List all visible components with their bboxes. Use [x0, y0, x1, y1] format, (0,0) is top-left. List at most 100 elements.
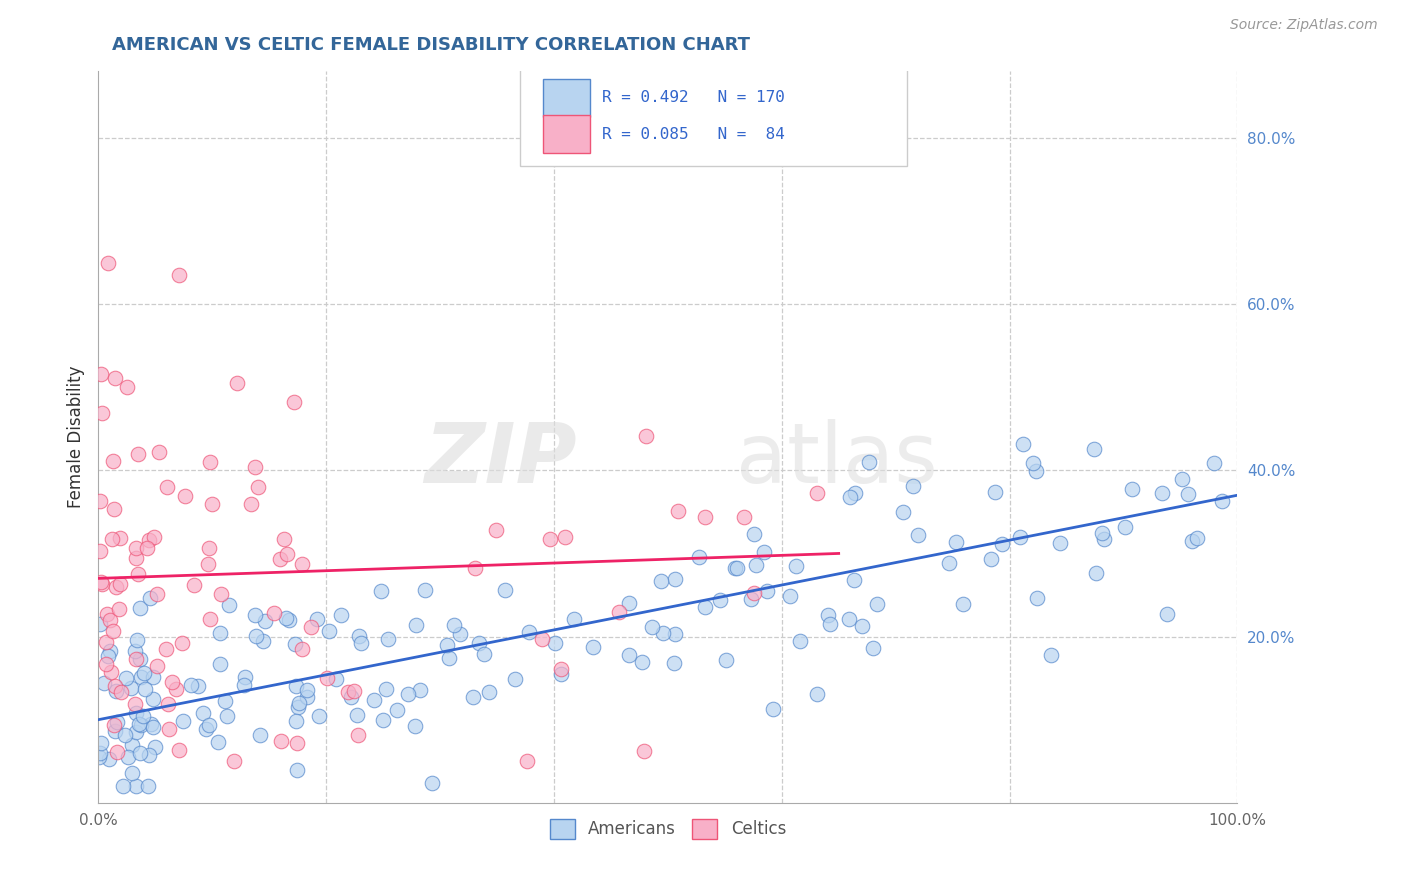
Point	[329, 607, 352, 622]
Point	[1084, 566, 1107, 581]
Point	[709, 593, 731, 607]
Point	[98, 644, 121, 658]
Point	[233, 678, 256, 692]
Point	[724, 561, 747, 575]
Point	[664, 627, 686, 641]
Point	[91, 407, 114, 421]
Point	[156, 480, 179, 494]
Point	[91, 577, 114, 591]
Point	[505, 672, 527, 686]
Point	[276, 547, 298, 561]
Point	[839, 490, 862, 504]
Point	[105, 714, 128, 729]
Point	[363, 693, 385, 707]
Point	[436, 638, 458, 652]
Point	[142, 692, 165, 706]
Point	[100, 533, 122, 547]
Point	[89, 616, 111, 631]
Point	[165, 682, 187, 697]
Point	[662, 656, 685, 670]
Point	[474, 647, 496, 661]
Point	[745, 558, 768, 573]
FancyBboxPatch shape	[520, 64, 907, 167]
Point	[693, 509, 716, 524]
Point	[562, 612, 585, 626]
Point	[157, 722, 180, 736]
Point	[233, 670, 256, 684]
Point	[315, 671, 337, 685]
Point	[128, 746, 150, 760]
Point	[191, 706, 214, 720]
Point	[195, 723, 218, 737]
Point	[1202, 456, 1225, 470]
Point	[89, 494, 111, 508]
Point	[104, 370, 127, 384]
Point	[110, 684, 132, 698]
Point	[755, 583, 778, 598]
Point	[806, 687, 828, 701]
Point	[295, 690, 318, 704]
Point	[136, 779, 159, 793]
Point	[101, 624, 124, 638]
Point	[120, 681, 142, 695]
Point	[413, 582, 436, 597]
Point	[98, 613, 121, 627]
Point	[666, 504, 689, 518]
Point	[688, 549, 710, 564]
Point	[253, 614, 276, 628]
Point	[172, 714, 194, 728]
Point	[124, 697, 146, 711]
Point	[155, 641, 177, 656]
Point	[983, 485, 1005, 500]
Point	[172, 636, 194, 650]
Point	[138, 748, 160, 763]
Point	[214, 693, 236, 707]
Point	[347, 629, 370, 643]
Point	[97, 255, 120, 269]
Point	[991, 537, 1014, 551]
Point	[630, 656, 652, 670]
Point	[1177, 487, 1199, 501]
Point	[277, 614, 299, 628]
Point	[443, 617, 465, 632]
Point	[128, 716, 150, 731]
Point	[714, 653, 737, 667]
Point	[851, 619, 873, 633]
Point	[101, 454, 124, 468]
Point	[249, 728, 271, 742]
Point	[125, 541, 148, 555]
Point	[125, 632, 148, 647]
Point	[346, 708, 368, 723]
Point	[125, 779, 148, 793]
Point	[245, 459, 267, 474]
Point	[124, 644, 146, 658]
Point	[742, 586, 765, 600]
Point	[1083, 442, 1105, 456]
Point	[284, 637, 307, 651]
FancyBboxPatch shape	[543, 115, 591, 153]
Point	[285, 763, 308, 777]
Point	[128, 652, 150, 666]
Point	[1049, 535, 1071, 549]
Point	[650, 574, 672, 588]
Point	[652, 626, 675, 640]
Point	[169, 743, 191, 757]
Point	[132, 666, 155, 681]
Point	[725, 561, 748, 575]
Point	[129, 717, 152, 731]
Point	[461, 690, 484, 704]
Point	[516, 754, 538, 768]
Point	[693, 600, 716, 615]
Point	[1025, 464, 1047, 478]
Point	[1012, 436, 1035, 450]
Point	[252, 633, 274, 648]
Point	[180, 678, 202, 692]
Point	[375, 682, 398, 697]
Point	[148, 444, 170, 458]
Point	[245, 630, 267, 644]
Point	[287, 699, 309, 714]
Point	[173, 489, 195, 503]
Point	[124, 724, 146, 739]
Point	[100, 665, 122, 679]
Point	[208, 626, 231, 640]
